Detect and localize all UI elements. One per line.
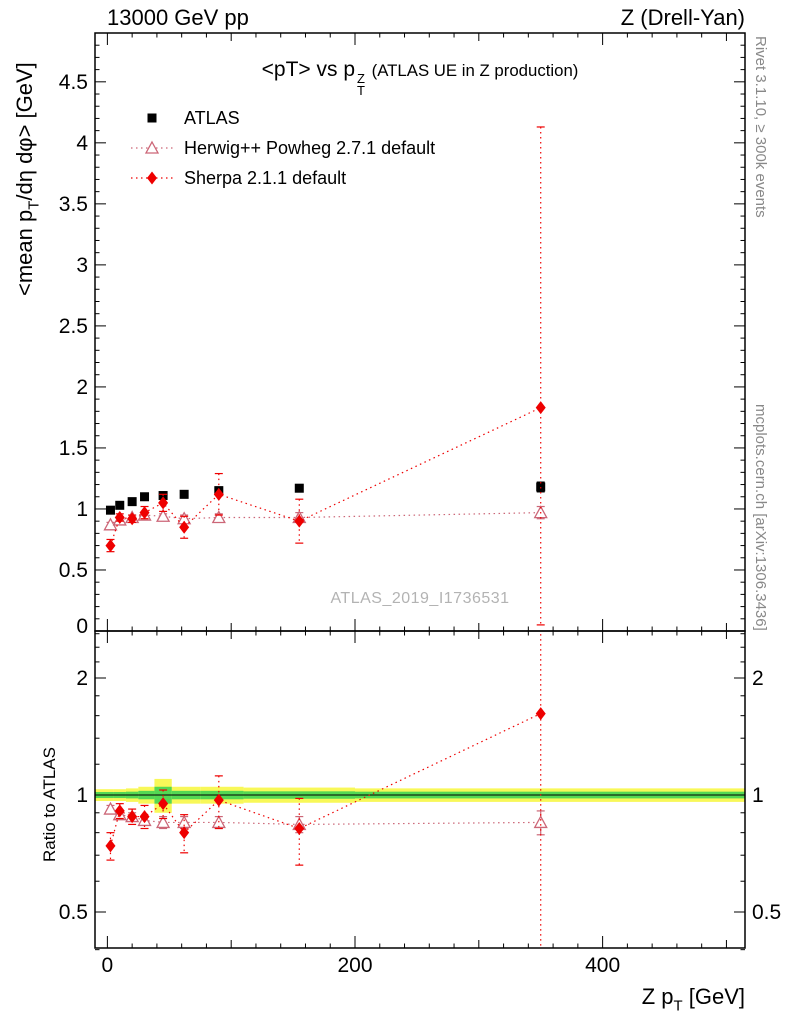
svg-text:2.5: 2.5: [59, 315, 88, 338]
svg-text:0.5: 0.5: [752, 901, 781, 924]
legend-item-sherpa-2-1-1-default: Sherpa 2.1.1 default: [130, 163, 435, 193]
svg-text:400: 400: [585, 954, 620, 977]
data-point-diamond: [105, 839, 116, 853]
series-sherpa-2-1-1-default-main: [105, 126, 546, 626]
data-point-diamond: [105, 539, 116, 553]
data-point-triangle: [103, 801, 118, 815]
data-point-square: [115, 500, 125, 510]
data-point-square: [127, 497, 137, 507]
data-point-diamond: [127, 512, 138, 526]
legend: ATLAS Herwig++ Powheg 2.7.1 default Sherpa…: [130, 103, 435, 193]
svg-text:1: 1: [76, 498, 88, 521]
data-point-diamond: [294, 821, 305, 835]
mcplots-reference: mcplots.cern.ch [arXiv:1306.3436]: [752, 404, 769, 631]
svg-text:1: 1: [76, 784, 88, 807]
series-herwig-powheg-2-7-1-default-main: [103, 505, 548, 531]
data-point-diamond: [114, 511, 125, 525]
legend-swatch-triangle-open: [131, 140, 173, 154]
legend-label: Sherpa 2.1.1 default: [184, 167, 347, 188]
data-point-diamond: [139, 810, 150, 824]
svg-text:200: 200: [337, 954, 372, 977]
legend-item-atlas: ATLAS: [130, 103, 435, 133]
legend-swatch-square: [147, 113, 157, 123]
data-point-triangle: [156, 508, 171, 522]
watermark-analysis-id: ATLAS_2019_I1736531: [330, 590, 510, 607]
svg-text:0.5: 0.5: [59, 559, 88, 582]
series-sherpa-2-1-1-default-ratio: [105, 631, 546, 948]
data-point-square: [140, 492, 150, 502]
x-axis-label: Z pT [GeV]: [641, 984, 745, 1015]
data-point-diamond: [158, 496, 169, 510]
axis-tick-labels: 0 0.5 1 1.5 2 2.5 3 3.5 4 4.5 0.5 0.5 1 1 2 2 0 200 400: [59, 71, 781, 977]
data-point-diamond: [535, 707, 546, 721]
rivet-version-note: Rivet 3.1.10, ≥ 300k events: [752, 36, 769, 218]
svg-text:1.5: 1.5: [59, 437, 88, 460]
ratio-panel-frame: [94, 630, 746, 949]
svg-text:1: 1: [752, 784, 764, 807]
data-point-square: [105, 505, 115, 515]
svg-text:3.5: 3.5: [59, 193, 88, 216]
data-point-diamond: [179, 520, 190, 534]
svg-text:2: 2: [76, 376, 88, 399]
data-point-triangle: [211, 510, 226, 524]
svg-text:4.5: 4.5: [59, 71, 88, 94]
series-line: [109, 713, 541, 846]
data-point-diamond: [114, 804, 125, 818]
svg-text:0: 0: [102, 954, 114, 977]
data-point-square: [294, 483, 304, 493]
y-axis-label-ratio: Ratio to ATLAS: [40, 747, 59, 862]
svg-text:4: 4: [76, 132, 88, 155]
data-point-diamond: [179, 826, 190, 840]
data-point-triangle: [156, 815, 171, 829]
series-line: [110, 512, 541, 526]
svg-text:0.5: 0.5: [59, 901, 88, 924]
data-point-diamond: [294, 514, 305, 528]
data-point-diamond: [213, 793, 224, 807]
y-axis-label-main: <mean pT/dη dφ> [GeV]: [12, 62, 43, 296]
series-line: [110, 808, 541, 826]
svg-text:0: 0: [76, 615, 88, 638]
data-point-diamond: [127, 810, 138, 824]
data-point-triangle: [533, 815, 548, 829]
data-point-diamond: [535, 401, 546, 415]
series-line: [109, 407, 541, 546]
ratio-uncertainty-band: [95, 778, 745, 813]
series-atlas-main: [105, 481, 546, 515]
svg-text:2: 2: [752, 667, 764, 690]
header-beam-energy: 13000 GeV pp: [107, 5, 249, 30]
data-point-diamond: [139, 506, 150, 520]
legend-label: Herwig++ Powheg 2.7.1 default: [184, 137, 436, 158]
svg-text:3: 3: [76, 254, 88, 277]
legend-swatch-diamond: [131, 171, 173, 185]
legend-item-herwig-powheg-2-7-1-default: Herwig++ Powheg 2.7.1 default: [130, 133, 435, 163]
data-point-diamond: [213, 487, 224, 501]
data-point-diamond: [158, 797, 169, 811]
legend-label: ATLAS: [184, 107, 240, 128]
header-process: Z (Drell-Yan): [620, 5, 745, 30]
data-point-square: [179, 489, 189, 499]
svg-text:2: 2: [76, 667, 88, 690]
